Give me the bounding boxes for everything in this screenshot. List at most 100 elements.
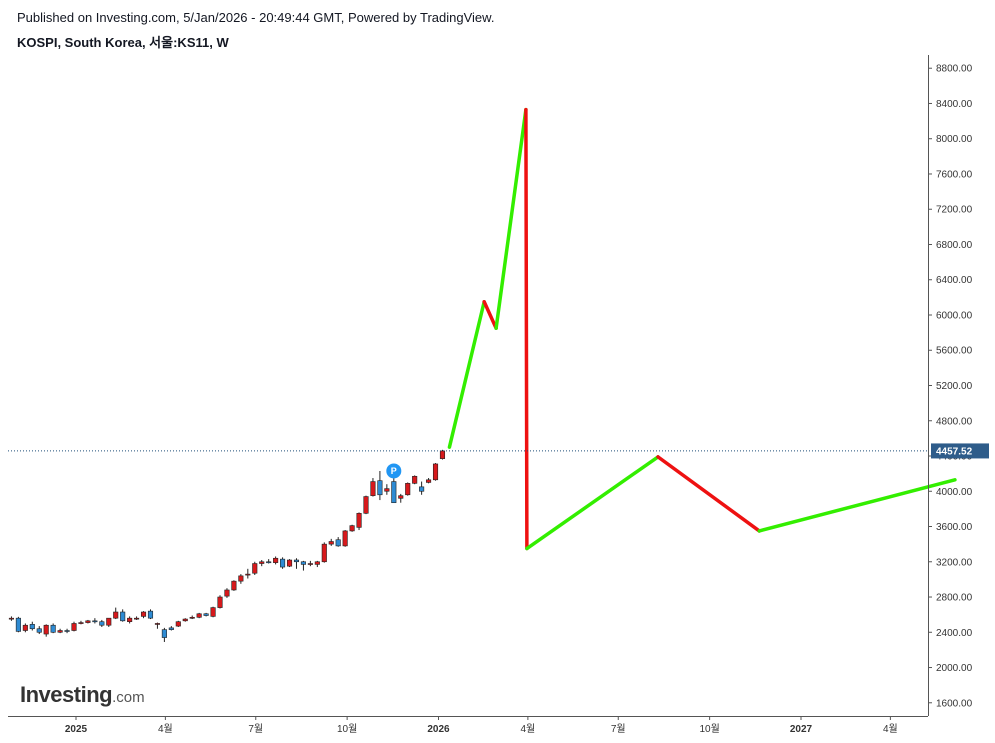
- y-tick-label: 7600.00: [936, 169, 973, 180]
- x-axis[interactable]: 2025 4월 7월 10월 2026 4월 7월 10월 2027 4월: [65, 716, 898, 735]
- y-tick-label: 2800.00: [936, 593, 973, 604]
- candle-body: [252, 563, 258, 574]
- candle-body: [259, 561, 265, 564]
- logo-suffix: .com: [112, 689, 145, 706]
- candle-body: [140, 611, 147, 617]
- candle-body: [92, 620, 98, 623]
- candle-body: [36, 628, 42, 633]
- marker-badge[interactable]: P: [386, 463, 402, 479]
- candle-body: [99, 621, 105, 626]
- candle-body: [113, 611, 119, 619]
- candle-body: [342, 530, 348, 547]
- candle-body: [182, 618, 188, 622]
- projection-segment: [757, 478, 957, 533]
- candle-body: [154, 623, 160, 625]
- y-tick-label: 5600.00: [936, 346, 973, 357]
- x-tick-label: 2026: [427, 724, 450, 735]
- candle-body: [161, 629, 167, 638]
- candle-body: [78, 622, 84, 624]
- y-tick-label: 5200.00: [936, 381, 973, 392]
- y-tick-label: 4000.00: [936, 487, 973, 498]
- candle-body: [217, 596, 223, 608]
- y-tick-label: 4800.00: [936, 416, 973, 427]
- x-tick-label: 10월: [699, 723, 719, 735]
- candle-body: [328, 541, 334, 545]
- candle-body: [238, 575, 244, 582]
- candle-body: [245, 573, 251, 576]
- x-tick-label: 7월: [248, 723, 263, 735]
- y-tick-label: 2400.00: [936, 628, 973, 639]
- candle-body: [224, 589, 230, 597]
- y-tick-label: 8000.00: [936, 134, 973, 145]
- candle-body: [370, 481, 376, 496]
- candle-body: [412, 475, 418, 484]
- candle-body: [168, 627, 174, 630]
- x-tick-label: 4월: [883, 723, 898, 735]
- candle-body: [120, 611, 126, 622]
- candle-body: [356, 512, 362, 528]
- candle-body: [64, 630, 70, 632]
- marker-label: P: [391, 466, 397, 476]
- y-tick-label: 8400.00: [936, 99, 973, 110]
- candle-body: [363, 496, 369, 514]
- candle-body: [426, 479, 432, 483]
- projection-segment: [656, 455, 762, 533]
- current-price-label-bg: [931, 443, 989, 459]
- x-tick-label: 2025: [65, 724, 88, 735]
- candle-body: [134, 617, 140, 620]
- x-tick-label: 4월: [521, 723, 536, 735]
- projection-segment: [524, 107, 529, 551]
- y-tick-label: 2000.00: [936, 663, 973, 674]
- candle-body: [349, 525, 355, 532]
- y-tick-label: 6400.00: [936, 275, 973, 286]
- x-tick-label: 7월: [611, 723, 626, 735]
- x-tick-label: 2027: [790, 724, 813, 735]
- candle-body: [8, 617, 14, 620]
- y-tick-label: 3600.00: [936, 522, 973, 533]
- y-tick-label: 7200.00: [936, 205, 973, 216]
- investing-logo: Investing.com: [20, 682, 145, 708]
- x-tick-label: 4월: [158, 723, 173, 735]
- candle-body: [391, 481, 397, 504]
- projection-segment: [447, 300, 486, 449]
- candle-body: [189, 616, 195, 619]
- candle-body: [266, 561, 272, 564]
- symbol-title: KOSPI, South Korea, 서울:KS11, W: [17, 35, 229, 50]
- logo-text: Investing: [20, 682, 113, 707]
- candle-body: [231, 580, 237, 591]
- projection-segment: [494, 107, 528, 330]
- candle-body: [398, 495, 404, 499]
- marker-circle: [386, 463, 402, 479]
- y-tick-label: 3200.00: [936, 557, 973, 568]
- candle-body: [85, 620, 91, 623]
- candle-body: [293, 559, 300, 563]
- candle-body: [71, 623, 77, 631]
- candle-body: [57, 630, 63, 633]
- candle-body: [196, 613, 202, 618]
- candle-body: [127, 617, 133, 622]
- candle-body: [300, 561, 306, 565]
- candle-body: [22, 624, 28, 631]
- candle-body: [50, 624, 56, 633]
- x-tick-label: 10월: [337, 723, 357, 735]
- candle-body: [307, 563, 313, 565]
- candle-body: [314, 561, 320, 565]
- projection-segment: [482, 300, 498, 330]
- candle-body: [175, 621, 181, 627]
- current-price-value: 4457.52: [936, 446, 973, 457]
- candle-body: [419, 486, 425, 492]
- y-tick-label: 8800.00: [936, 64, 973, 75]
- candle-body: [203, 613, 209, 616]
- candle-body: [106, 617, 112, 626]
- candle-body: [273, 557, 279, 563]
- candle-body: [335, 539, 341, 547]
- y-tick-label: 1600.00: [936, 698, 973, 709]
- candle-body: [43, 624, 49, 635]
- candle-body: [377, 480, 383, 496]
- projection-segment: [525, 455, 660, 551]
- y-axis[interactable]: 1600.00 2000.00 2400.00 2800.00 3200.00 3600.…: [928, 64, 973, 710]
- candle-body: [210, 607, 216, 617]
- candle-body: [321, 543, 327, 563]
- candle-body: [432, 463, 439, 481]
